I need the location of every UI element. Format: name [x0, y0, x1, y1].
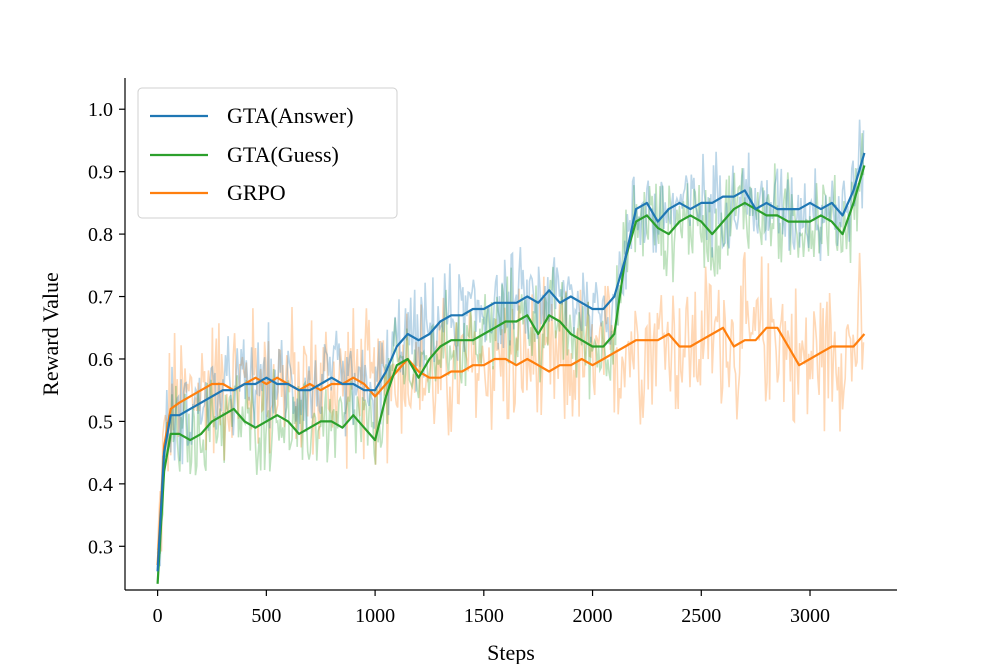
series-line-gta-answer- — [156, 152, 866, 572]
y-tick-label: 0.4 — [88, 474, 113, 496]
legend: GTA(Answer) GTA(Guess) GRPO — [137, 87, 398, 219]
x-tick-label: 3000 — [790, 605, 830, 627]
x-tick-label: 500 — [251, 605, 281, 627]
legend-label-gta-answer: GTA(Answer) — [227, 103, 354, 128]
x-tick-label: 0 — [153, 605, 163, 627]
y-tick-label: 0.5 — [88, 411, 113, 433]
smoothed-lines-layer — [156, 152, 866, 584]
legend-frame — [137, 87, 398, 219]
y-tick-label: 0.3 — [88, 536, 113, 558]
y-tick-label: 0.8 — [88, 224, 113, 246]
y-axis-ticks: 0.3 0.4 0.5 0.6 0.7 0.8 0.9 1.0 — [88, 99, 125, 558]
series-line-grpo — [156, 326, 866, 566]
legend-label-gta-guess: GTA(Guess) — [227, 142, 339, 167]
x-tick-label: 2500 — [681, 605, 721, 627]
raw-trace-gta-answer- — [156, 119, 865, 583]
plot-area — [156, 119, 866, 584]
y-tick-label: 0.7 — [88, 287, 113, 309]
x-tick-label: 1000 — [355, 605, 395, 627]
y-tick-label: 0.6 — [88, 349, 113, 371]
x-tick-label: 1500 — [464, 605, 504, 627]
x-axis-ticks: 0 500 1000 1500 2000 2500 3000 — [153, 590, 830, 627]
x-axis-label: Steps — [487, 640, 535, 664]
x-tick-label: 2000 — [573, 605, 613, 627]
raw-trace-gta-guess- — [156, 133, 865, 554]
y-tick-label: 1.0 — [88, 99, 113, 121]
y-tick-label: 0.9 — [88, 162, 113, 184]
legend-label-grpo: GRPO — [227, 180, 286, 205]
series-line-gta-guess- — [156, 165, 866, 584]
y-axis-label: Reward Value — [38, 272, 63, 396]
